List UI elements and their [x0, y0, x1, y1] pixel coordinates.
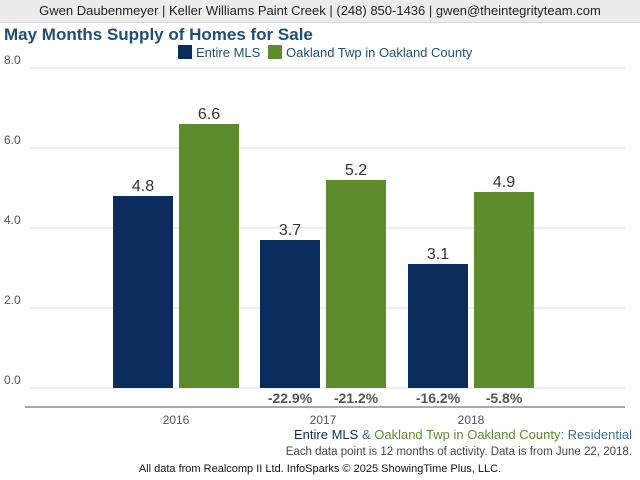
footer-colon: : — [560, 427, 568, 442]
data-note: Each data point is 12 months of activity… — [285, 446, 632, 458]
footer-series-2: Oakland Twp in Oakland County — [374, 427, 561, 442]
footer-legend: Entire MLS & Oakland Twp in Oakland Coun… — [294, 427, 632, 442]
footer-series-1: Entire MLS — [294, 427, 359, 442]
y-tick-label: 4.0 — [4, 213, 21, 227]
change-label: -22.9% — [268, 390, 313, 406]
y-tick-label: 8.0 — [4, 53, 21, 67]
legend-swatch-2 — [268, 45, 282, 59]
footer-property-type: Residential — [567, 427, 632, 442]
bar-1-2017 — [260, 240, 320, 388]
footer-amp: & — [358, 427, 375, 442]
legend-label-2: Oakland Twp in Oakland County — [286, 45, 473, 60]
bar-2-2016 — [179, 124, 239, 388]
chart-title: May Months Supply of Homes for Sale — [4, 25, 313, 44]
legend-label-1: Entire MLS — [196, 45, 261, 60]
data-label: 3.1 — [427, 246, 449, 263]
change-label: -21.2% — [334, 390, 379, 406]
x-tick-label: 2017 — [310, 413, 337, 427]
bar-1-2018 — [408, 264, 468, 388]
bar-2-2017 — [326, 180, 386, 388]
change-label: -5.8% — [486, 390, 523, 406]
y-tick-label: 0.0 — [4, 373, 21, 387]
bar-2-2018 — [474, 192, 534, 388]
bar-1-2016 — [113, 196, 173, 388]
x-tick-label: 2018 — [458, 413, 485, 427]
x-tick-label: 2016 — [163, 413, 190, 427]
change-label: -16.2% — [416, 390, 461, 406]
data-label: 6.6 — [198, 106, 220, 123]
data-label: 4.9 — [493, 174, 515, 191]
data-label: 4.8 — [132, 178, 154, 195]
copyright-text: All data from Realcomp II Ltd. InfoSpark… — [138, 463, 502, 475]
contact-header: Gwen Daubenmeyer | Keller Williams Paint… — [0, 0, 640, 23]
y-tick-label: 2.0 — [4, 293, 21, 307]
data-label: 3.7 — [279, 222, 301, 239]
y-tick-label: 6.0 — [4, 133, 21, 147]
legend-swatch-1 — [178, 45, 192, 59]
data-label: 5.2 — [345, 162, 367, 179]
